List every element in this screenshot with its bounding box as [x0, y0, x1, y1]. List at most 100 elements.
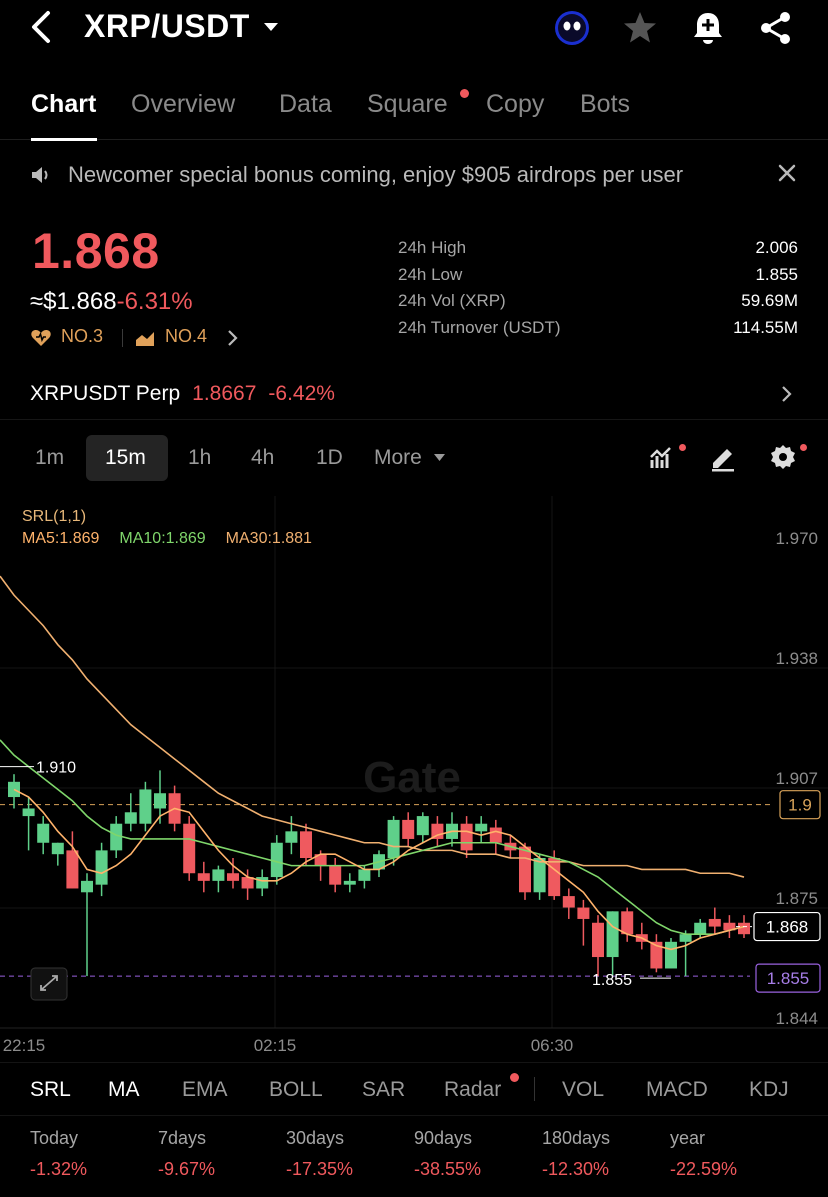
x-tick-label: 02:15	[254, 1036, 297, 1055]
settings-gear-icon[interactable]	[768, 442, 798, 472]
indicator-sar[interactable]: SAR	[362, 1078, 406, 1101]
indicator-ema[interactable]: EMA	[182, 1078, 228, 1101]
candle-body	[81, 880, 93, 893]
perp-link[interactable]: XRPUSDT Perp 1.8667 -6.42%	[30, 382, 335, 406]
candle-body	[460, 823, 473, 851]
divider	[0, 419, 828, 420]
candle-body	[329, 865, 342, 885]
candle-body	[51, 842, 64, 855]
ma30-line	[0, 575, 745, 878]
current-price-tag: 1.868	[753, 911, 821, 942]
rank-two: NO.4	[165, 326, 208, 346]
perp-name: XRPUSDT Perp	[30, 382, 181, 405]
draw-pen-icon[interactable]	[708, 442, 738, 472]
indicator-vol[interactable]: VOL	[562, 1078, 605, 1101]
announcement-bar[interactable]: Newcomer special bonus coming, enjoy $90…	[0, 148, 828, 202]
heart-rank-icon	[31, 330, 51, 346]
ma10-line	[0, 739, 745, 935]
stat-label: 24h Vol (XRP)	[398, 291, 506, 310]
close-icon[interactable]	[776, 162, 798, 184]
perf-label: Today	[30, 1128, 79, 1148]
ma5-value: MA5:1.869	[22, 530, 100, 547]
indicator-srl[interactable]: SRL	[30, 1078, 71, 1101]
y-tick-label: 1.907	[775, 769, 818, 788]
perf-label: 90days	[414, 1128, 473, 1148]
chevron-right-icon[interactable]	[780, 384, 794, 404]
tab-bots[interactable]: Bots	[580, 90, 631, 118]
tab-square[interactable]: Square	[367, 90, 448, 118]
bell-plus-icon[interactable]	[688, 8, 728, 48]
stat-row: 24h Vol (XRP) 59.69M	[398, 291, 798, 318]
stat-row: 24h Turnover (USDT) 114.55M	[398, 318, 798, 345]
candle-body	[519, 846, 531, 893]
candle-body	[300, 831, 312, 858]
candle-body	[66, 850, 79, 889]
candle-body	[650, 941, 663, 969]
low-marker-label: 1.855	[592, 972, 632, 989]
caret-down-icon[interactable]	[434, 454, 445, 462]
indicator-bar: SRL MA EMA BOLL SAR Radar VOL MACD KDJ	[0, 1062, 828, 1116]
expand-icon[interactable]	[30, 967, 68, 1001]
chart-canvas[interactable]: Gate 1.910 1.855 1.970 1.938 1.907 1.875 1.84…	[0, 496, 828, 1060]
indicator-kdj[interactable]: KDJ	[749, 1078, 789, 1101]
tab-overview[interactable]: Overview	[131, 90, 236, 118]
pair-title[interactable]: XRP/USDT	[84, 8, 250, 44]
candle-body	[314, 854, 327, 866]
ma10-value: MA10:1.869	[119, 530, 206, 547]
candle-body	[387, 819, 400, 858]
chevron-right-icon[interactable]	[226, 328, 240, 348]
candle-body	[475, 823, 488, 832]
stat-value: 2.006	[755, 238, 798, 257]
candle-body	[606, 911, 619, 958]
timeframe-1d[interactable]: 1D	[316, 446, 343, 469]
timeframe-active-bg	[86, 435, 168, 481]
radar-badge-dot	[510, 1073, 519, 1082]
indicator-radar[interactable]: Radar	[444, 1078, 502, 1101]
share-icon[interactable]	[756, 8, 796, 48]
timeframe-4h[interactable]: 4h	[251, 446, 275, 469]
candlestick-chart[interactable]: Gate 1.910 1.855 1.970 1.938 1.907 1.875 1.84…	[0, 496, 828, 1060]
tab-data[interactable]: Data	[279, 90, 332, 118]
mascot-avatar-icon[interactable]	[552, 8, 592, 48]
back-arrow-icon[interactable]	[26, 10, 56, 44]
star-icon[interactable]	[620, 8, 660, 48]
perf-value: -1.32%	[30, 1159, 88, 1179]
tab-copy[interactable]: Copy	[486, 90, 545, 118]
perf-value: -9.67%	[158, 1159, 216, 1179]
indicator-ma[interactable]: MA	[108, 1078, 140, 1101]
stat-value: 114.55M	[733, 317, 798, 337]
caret-down-icon[interactable]	[262, 19, 280, 35]
candle-body	[358, 869, 371, 881]
timeframe-more[interactable]: More	[374, 446, 422, 469]
candle-body	[592, 922, 604, 958]
candle-body	[548, 858, 561, 897]
main-tabs: Chart Overview Data Square Copy Bots	[0, 82, 828, 141]
candle-body	[22, 808, 35, 817]
low-price-tag-box	[755, 963, 821, 993]
candle-body	[154, 793, 166, 809]
perp-price: 1.8667	[192, 382, 257, 405]
tab-active-underline	[31, 138, 97, 141]
perf-value: -22.59%	[670, 1159, 738, 1179]
timeframe-bar: 1m 15m 1h 4h 1D More	[0, 434, 828, 482]
low-price-tag: 1.855	[755, 963, 821, 993]
timeframe-1h[interactable]: 1h	[188, 446, 212, 469]
candle-body	[533, 858, 546, 893]
level-price-tag: 1.9	[779, 790, 821, 820]
indicator-chart-icon[interactable]	[648, 442, 678, 472]
timeframe-15m[interactable]: 15m	[105, 446, 146, 469]
candle-body	[227, 873, 239, 881]
perf-value: -38.55%	[414, 1159, 482, 1179]
perf-30days: 30days -17.35%	[286, 1128, 353, 1180]
indicator-macd[interactable]: MACD	[646, 1078, 708, 1101]
indicator-boll[interactable]: BOLL	[269, 1078, 323, 1101]
timeframe-1m[interactable]: 1m	[35, 446, 65, 469]
candle-body	[256, 877, 269, 889]
high-marker-label: 1.910	[36, 760, 76, 777]
candle-body	[577, 907, 590, 919]
x-tick-label: 06:30	[531, 1036, 574, 1055]
candle-body	[708, 918, 721, 927]
tab-chart[interactable]: Chart	[31, 90, 97, 118]
candle-body	[95, 850, 108, 885]
perf-180days: 180days -12.30%	[542, 1128, 610, 1180]
